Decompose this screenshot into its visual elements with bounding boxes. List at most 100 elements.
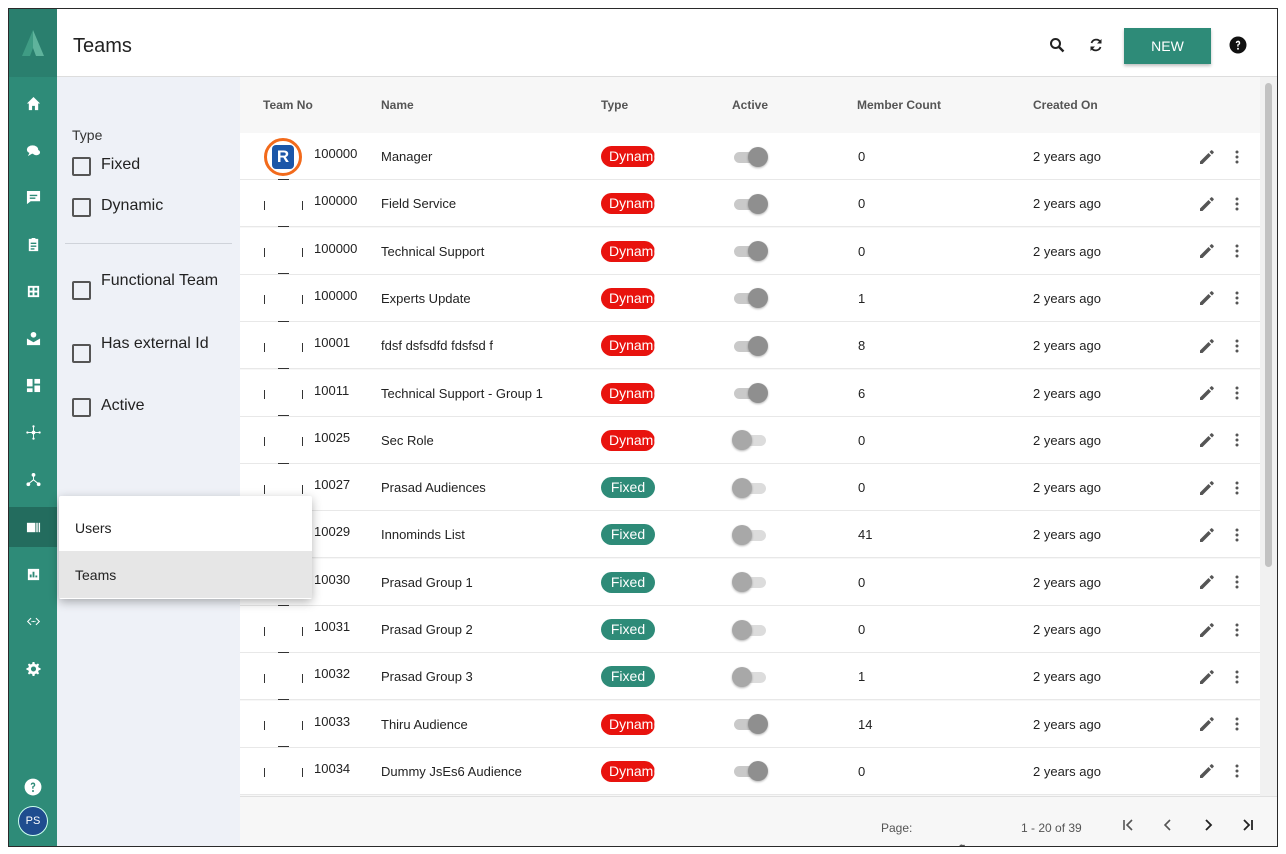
more-vert-icon[interactable] [1234, 228, 1240, 275]
team-name[interactable]: Field Service [381, 196, 457, 212]
table-row[interactable]: 10032 Prasad Group 3 Fixed 1 2 years ago [240, 651, 1260, 701]
more-vert-icon[interactable] [1234, 748, 1240, 795]
person-box-icon[interactable] [9, 318, 57, 358]
edit-icon[interactable] [1198, 133, 1216, 180]
active-toggle[interactable] [732, 761, 768, 782]
table-row[interactable]: R 100000 Manager Dynamic 0 2 years ago [240, 133, 1260, 180]
prev-page-icon[interactable] [1158, 815, 1178, 835]
active-toggle[interactable] [732, 666, 768, 687]
more-vert-icon[interactable] [1234, 559, 1240, 606]
help-circle-icon[interactable] [9, 767, 57, 807]
team-name[interactable]: Technical Support [381, 243, 485, 259]
edit-icon[interactable] [1198, 701, 1216, 748]
more-vert-icon[interactable] [1234, 322, 1240, 369]
table-row[interactable]: 10034 Dummy JsEs6 Audience Dynamic 0 2 years… [240, 746, 1260, 795]
scrollbar-thumb[interactable] [1265, 83, 1272, 567]
menu-item-teams[interactable]: Teams [59, 551, 312, 598]
col-created-on[interactable]: Created On [1033, 98, 1098, 112]
table-row[interactable]: 10001 fdsf dsfsdfd fdsfsd f Dynamic 8 2 year… [240, 320, 1260, 370]
more-vert-icon[interactable] [1234, 275, 1240, 322]
first-page-icon[interactable] [1119, 815, 1139, 835]
team-name[interactable]: Prasad Group 3 [381, 669, 473, 685]
col-team-no[interactable]: Team No [263, 98, 313, 112]
more-vert-icon[interactable] [1234, 133, 1240, 180]
active-toggle[interactable] [732, 146, 768, 167]
checkbox[interactable] [72, 157, 91, 176]
next-page-icon[interactable] [1198, 815, 1218, 835]
table-row[interactable]: 10030 Prasad Group 1 Fixed 0 2 years ago [240, 557, 1260, 606]
more-vert-icon[interactable] [1234, 606, 1240, 653]
active-toggle[interactable] [732, 383, 768, 403]
active-toggle[interactable] [732, 193, 768, 214]
active-toggle[interactable] [732, 335, 768, 356]
team-name[interactable]: Prasad Group 2 [381, 622, 473, 637]
team-name[interactable]: Prasad Group 1 [381, 574, 473, 590]
filter-has-external-id[interactable]: Has external Id [72, 332, 222, 363]
edit-icon[interactable] [1198, 464, 1216, 511]
teams-icon[interactable] [9, 507, 57, 547]
team-name[interactable]: Innominds List [381, 527, 465, 543]
team-name[interactable]: Dummy JsEs6 Audience [381, 763, 522, 779]
filter-fixed[interactable]: Fixed [72, 156, 140, 176]
grid-icon[interactable] [9, 271, 57, 311]
edit-icon[interactable] [1198, 275, 1216, 322]
table-row[interactable]: 10031 Prasad Group 2 Fixed 0 2 years ago [240, 604, 1260, 653]
active-toggle[interactable] [732, 288, 768, 309]
table-row[interactable]: 100000 Field Service Dynamic 0 2 years ago [240, 178, 1260, 228]
checkbox[interactable] [72, 398, 91, 417]
last-page-icon[interactable] [1237, 815, 1257, 835]
active-toggle[interactable] [732, 572, 768, 593]
team-name[interactable]: Experts Update [381, 290, 471, 306]
code-icon[interactable] [9, 601, 57, 641]
active-toggle[interactable] [732, 524, 768, 545]
team-name[interactable]: fdsf dsfsdfd fdsfsd f [381, 338, 493, 354]
dashboard-icon[interactable] [9, 365, 57, 405]
table-row[interactable]: 100000 Technical Support Dynamic 0 2 years a… [240, 226, 1260, 275]
team-name[interactable]: Technical Support - Group 1 [381, 385, 543, 401]
team-name[interactable]: Manager [381, 149, 433, 164]
settings-icon[interactable] [9, 648, 57, 688]
avatar[interactable]: PS [18, 806, 48, 836]
table-row[interactable]: 10011 Technical Support - Group 1 Dynamic 6… [240, 368, 1260, 417]
active-toggle[interactable] [732, 241, 768, 262]
table-row[interactable]: 100000 Experts Update Dynamic 1 2 years ago [240, 273, 1260, 322]
more-vert-icon[interactable] [1234, 180, 1240, 227]
more-vert-icon[interactable] [1234, 701, 1240, 748]
filter-active[interactable]: Active [72, 397, 145, 417]
edit-icon[interactable] [1198, 653, 1216, 700]
chart-icon[interactable] [9, 554, 57, 594]
message-icon[interactable] [9, 177, 57, 217]
edit-icon[interactable] [1198, 559, 1216, 606]
active-toggle[interactable] [732, 714, 768, 735]
filter-dynamic[interactable]: Dynamic [72, 197, 163, 217]
more-vert-icon[interactable] [1234, 370, 1240, 417]
checkbox[interactable] [72, 198, 91, 217]
active-toggle[interactable] [732, 477, 768, 498]
checkbox[interactable] [72, 344, 91, 363]
filter-functional-team[interactable]: Functional Team [72, 269, 222, 300]
more-vert-icon[interactable] [1234, 464, 1240, 511]
edit-icon[interactable] [1198, 370, 1216, 417]
help-icon[interactable] [1229, 36, 1247, 54]
active-toggle[interactable] [732, 619, 768, 640]
col-active[interactable]: Active [732, 98, 769, 112]
col-member-count[interactable]: Member Count [857, 98, 941, 112]
team-name[interactable]: Sec Role [381, 432, 434, 448]
edit-icon[interactable] [1198, 180, 1216, 227]
more-vert-icon[interactable] [1234, 417, 1240, 464]
table-row[interactable]: 10029 Innominds List Fixed 41 2 years ago [240, 509, 1260, 559]
home-icon[interactable] [9, 83, 57, 123]
edit-icon[interactable] [1198, 228, 1216, 275]
active-toggle[interactable] [732, 430, 768, 451]
team-name[interactable]: Thiru Audience [381, 716, 468, 732]
edit-icon[interactable] [1198, 511, 1216, 558]
col-type[interactable]: Type [601, 98, 629, 112]
col-name[interactable]: Name [381, 98, 414, 112]
refresh-icon[interactable] [1087, 36, 1105, 54]
edit-icon[interactable] [1198, 748, 1216, 795]
more-vert-icon[interactable] [1234, 653, 1240, 700]
table-row[interactable]: 10033 Thiru Audience Dynamic 14 2 years ago [240, 699, 1260, 748]
edit-icon[interactable] [1198, 417, 1216, 464]
search-icon[interactable] [1048, 36, 1066, 54]
clipboard-icon[interactable] [9, 224, 57, 264]
